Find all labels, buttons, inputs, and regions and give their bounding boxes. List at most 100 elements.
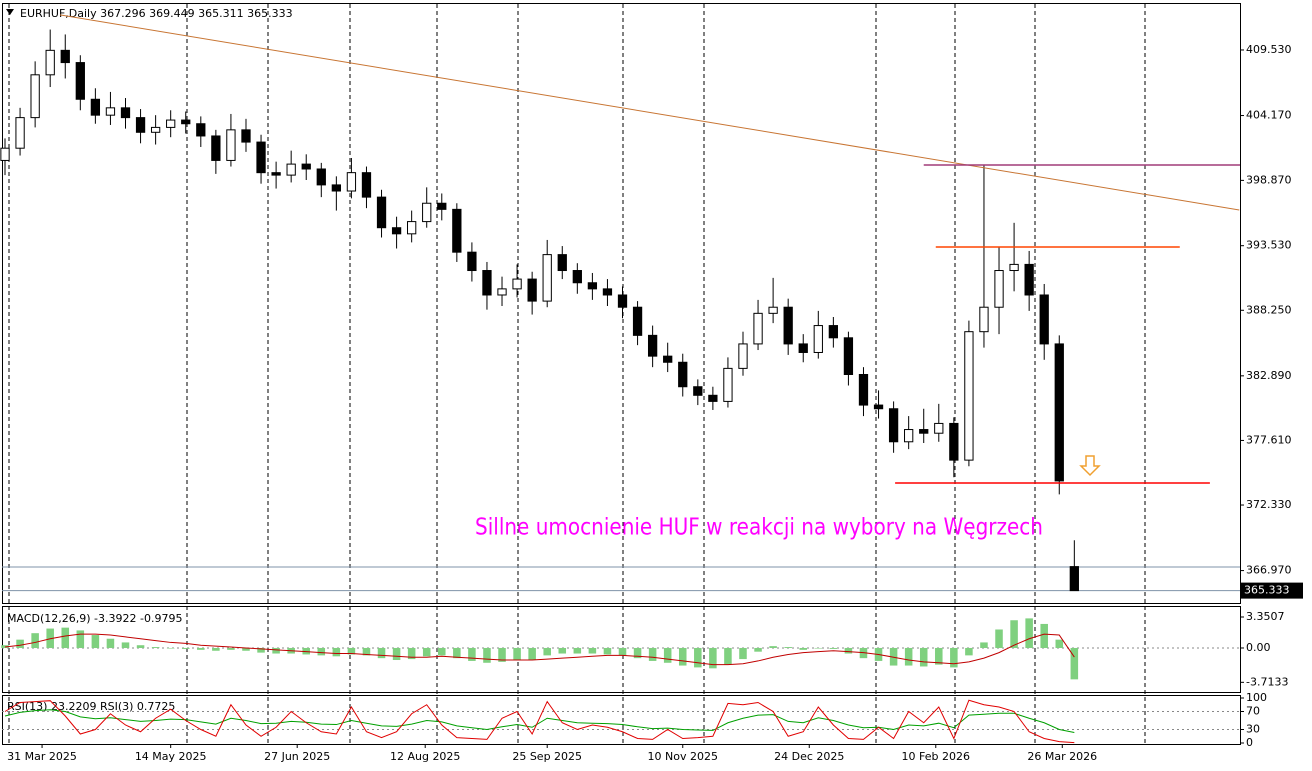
candle-body	[647, 334, 658, 357]
candle-body	[994, 270, 1004, 308]
candle-body	[828, 325, 838, 339]
candle-body	[60, 49, 70, 64]
candle-body	[15, 117, 25, 149]
y-tick-label: 393.530	[1246, 239, 1292, 252]
candle-body	[75, 62, 85, 100]
candle-body	[105, 107, 116, 116]
histogram-bar	[181, 647, 190, 649]
candle-body	[678, 361, 688, 388]
histogram-bar	[919, 647, 928, 667]
histogram-bar	[212, 647, 220, 651]
histogram-bar	[61, 627, 70, 648]
histogram-bar	[1040, 623, 1048, 648]
signal-line	[4, 633, 1075, 666]
histogram-bar	[438, 647, 446, 656]
histogram-bar	[1025, 618, 1033, 648]
candle-body	[346, 172, 357, 192]
rsi3-value: 0.7725	[137, 700, 176, 713]
y-tick-label: 366.970	[1246, 564, 1292, 577]
histogram-bar	[498, 647, 506, 662]
histogram-bar	[1010, 620, 1018, 648]
macd-header: MACD(12,26,9) -3.3922 -0.9795	[7, 612, 182, 625]
candle-body	[226, 129, 236, 161]
chart-header: EURHUF,Daily 367.296 369.449 365.311 365…	[20, 7, 293, 20]
candle-body	[888, 408, 899, 443]
histogram-bar	[407, 647, 416, 660]
candle-body	[482, 270, 492, 296]
candle-body	[422, 202, 432, 223]
menu-triangle	[6, 9, 14, 15]
x-tick-label: 26 Mar 2026	[1027, 750, 1097, 763]
candle-body	[512, 278, 522, 290]
histogram-bar	[528, 647, 536, 661]
candle-body	[391, 227, 402, 235]
candle-body	[738, 343, 748, 369]
y-tick-label: 409.530	[1246, 43, 1292, 56]
histogram-bar	[242, 647, 250, 651]
histogram-bar	[453, 647, 461, 659]
rsi-line	[4, 709, 1075, 734]
histogram-bar	[844, 647, 853, 654]
legend-entry: RSI(13)	[7, 700, 47, 713]
candle-body	[949, 422, 959, 461]
histogram-bar	[347, 647, 356, 655]
signal-value: -0.9795	[140, 612, 182, 625]
histogram-bar	[995, 629, 1003, 648]
legend-entry: RSI(3)	[100, 700, 133, 713]
x-tick-label: 27 Jun 2025	[264, 750, 330, 763]
candle-body	[602, 288, 613, 296]
histogram-bar	[633, 647, 642, 659]
y-tick-label: 70	[1246, 705, 1260, 718]
candle-body	[617, 294, 628, 308]
candle-body	[166, 119, 176, 128]
candle-body	[45, 49, 55, 76]
candle-body	[301, 163, 311, 170]
histogram-bar	[166, 647, 175, 649]
histogram-bar	[106, 638, 115, 648]
macd-value: -3.3922	[94, 612, 136, 625]
histogram-bar	[754, 647, 762, 652]
histogram-bar	[724, 647, 732, 665]
candle-body	[497, 288, 507, 296]
histogram-bar	[648, 647, 657, 661]
histogram-bar	[829, 647, 838, 649]
rsi-panel	[2, 695, 1241, 745]
rsi-line	[4, 699, 1075, 744]
histogram-bar	[468, 647, 476, 661]
x-tick-label: 12 Aug 2025	[390, 750, 460, 763]
x-tick-label: 24 Dec 2025	[774, 750, 844, 763]
candle-body	[632, 306, 643, 336]
histogram-bar	[91, 635, 100, 648]
candle-body	[587, 282, 598, 290]
candle-body	[783, 306, 793, 345]
candle-body	[919, 429, 929, 434]
down-arrow	[1079, 455, 1101, 477]
x-tick-label: 10 Nov 2025	[648, 750, 718, 763]
candle-body	[150, 126, 161, 133]
histogram-bar	[317, 647, 326, 656]
close-value: 365.333	[247, 7, 293, 20]
y-tick-label: 30	[1246, 723, 1260, 736]
histogram-bar	[227, 647, 235, 650]
candle-body	[271, 172, 281, 176]
histogram-bar	[31, 633, 39, 648]
candle-body	[873, 404, 884, 410]
y-tick-label: 377.610	[1246, 433, 1292, 446]
candle-body	[723, 367, 733, 402]
macd-panel	[2, 606, 1241, 693]
histogram-bar	[272, 647, 280, 654]
histogram-bar	[950, 647, 958, 668]
y-tick-label: -3.7133	[1246, 675, 1288, 688]
candle-body	[693, 386, 703, 396]
y-tick-label: 382.890	[1246, 369, 1292, 382]
x-tick-label: 14 May 2025	[135, 750, 207, 763]
y-tick-label: 398.870	[1246, 173, 1292, 186]
histogram-bar	[121, 642, 130, 648]
low-value: 365.311	[198, 7, 244, 20]
histogram-bar	[377, 647, 386, 659]
candle-body	[557, 254, 567, 272]
x-tick-label: 10 Feb 2026	[902, 750, 970, 763]
candle-body	[407, 221, 417, 235]
candle-body	[843, 337, 854, 375]
histogram-bar	[784, 647, 792, 648]
